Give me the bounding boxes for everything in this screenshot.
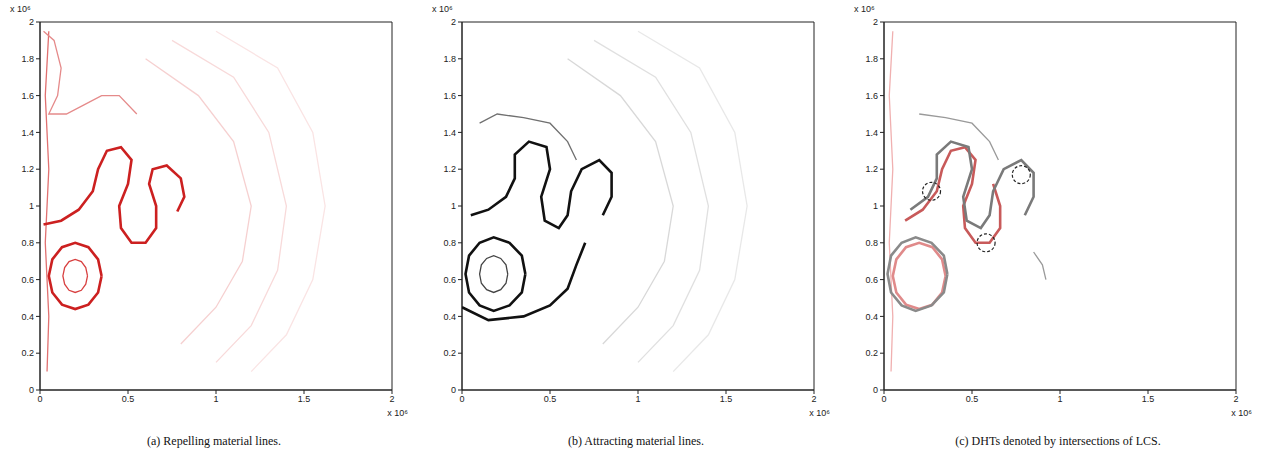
svg-text:0.6: 0.6 (21, 275, 34, 285)
svg-text:0.2: 0.2 (21, 348, 34, 358)
svg-text:0.4: 0.4 (865, 312, 878, 322)
svg-text:0.2: 0.2 (865, 348, 878, 358)
svg-text:0.5: 0.5 (122, 394, 135, 404)
svg-text:2: 2 (389, 394, 394, 404)
svg-text:0: 0 (29, 385, 34, 395)
svg-text:1: 1 (213, 394, 218, 404)
svg-text:0.8: 0.8 (21, 238, 34, 248)
svg-text:0.5: 0.5 (544, 394, 557, 404)
html-text:x 10⁶: x 10⁶ (1231, 408, 1252, 418)
svg-text:1.2: 1.2 (21, 164, 34, 174)
svg-text:1.6: 1.6 (21, 91, 34, 101)
svg-text:2: 2 (1233, 394, 1238, 404)
html-text:x 10⁶: x 10⁶ (809, 408, 830, 418)
svg-text:0.6: 0.6 (865, 275, 878, 285)
svg-text:1: 1 (873, 201, 878, 211)
svg-text:2: 2 (451, 17, 456, 27)
svg-text:0: 0 (881, 394, 886, 404)
svg-text:0.6: 0.6 (443, 275, 456, 285)
svg-text:1: 1 (451, 201, 456, 211)
svg-text:1: 1 (29, 201, 34, 211)
svg-text:1: 1 (1057, 394, 1062, 404)
svg-text:0: 0 (459, 394, 464, 404)
svg-text:1.5: 1.5 (298, 394, 311, 404)
svg-text:0: 0 (451, 385, 456, 395)
svg-text:2: 2 (873, 17, 878, 27)
svg-text:1.5: 1.5 (720, 394, 733, 404)
svg-text:1.6: 1.6 (443, 91, 456, 101)
html-text:(c) DHTs denoted by intersecti: (c) DHTs denoted by intersections of LCS… (955, 434, 1161, 448)
html-text:(a) Repelling material lines.: (a) Repelling material lines. (147, 434, 281, 448)
svg-text:2: 2 (29, 17, 34, 27)
svg-text:1.8: 1.8 (443, 54, 456, 64)
svg-text:1: 1 (635, 394, 640, 404)
svg-text:0.8: 0.8 (443, 238, 456, 248)
html-text:x 10⁶: x 10⁶ (387, 408, 408, 418)
svg-text:1.8: 1.8 (865, 54, 878, 64)
svg-text:1.6: 1.6 (865, 91, 878, 101)
svg-text:1.8: 1.8 (21, 54, 34, 64)
svg-text:1.4: 1.4 (865, 128, 878, 138)
svg-text:0.4: 0.4 (443, 312, 456, 322)
svg-text:0: 0 (37, 394, 42, 404)
html-text:(b) Attracting material lines.: (b) Attracting material lines. (568, 434, 704, 448)
svg-text:1.2: 1.2 (865, 164, 878, 174)
svg-text:2: 2 (811, 394, 816, 404)
svg-text:1.5: 1.5 (1142, 394, 1155, 404)
svg-text:1.4: 1.4 (443, 128, 456, 138)
html-text:x 10⁶: x 10⁶ (432, 4, 453, 14)
svg-text:0.4: 0.4 (21, 312, 34, 322)
svg-text:1.2: 1.2 (443, 164, 456, 174)
html-text:x 10⁶: x 10⁶ (10, 4, 31, 14)
svg-text:1.4: 1.4 (21, 128, 34, 138)
html-text:x 10⁶: x 10⁶ (854, 4, 875, 14)
svg-text:0.5: 0.5 (966, 394, 979, 404)
svg-text:0.2: 0.2 (443, 348, 456, 358)
svg-text:0.8: 0.8 (865, 238, 878, 248)
svg-text:0: 0 (873, 385, 878, 395)
